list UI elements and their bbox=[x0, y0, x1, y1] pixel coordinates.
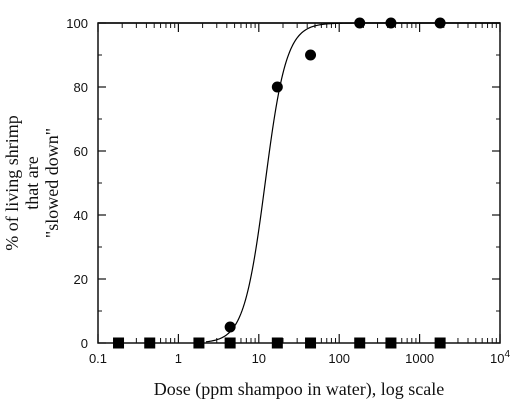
y-axis-title-line-2: that are bbox=[22, 156, 42, 209]
data-markers bbox=[113, 17, 446, 349]
circle-data-point bbox=[271, 81, 283, 93]
circle-data-point bbox=[385, 17, 397, 29]
x-tick-label: 100 bbox=[328, 351, 350, 366]
y-ticks bbox=[98, 22, 500, 344]
y-tick-label: 40 bbox=[74, 208, 88, 223]
x-major-ticks bbox=[97, 23, 501, 343]
square-data-point bbox=[144, 337, 156, 349]
y-tick-labels: 0 20 40 60 80 100 bbox=[66, 16, 88, 351]
x-tick-label-exponent: 4 bbox=[504, 349, 510, 360]
y-axis-title-line-1: % of living shrimp bbox=[2, 115, 22, 251]
circle-data-point bbox=[224, 321, 236, 333]
x-tick-label: 10 bbox=[252, 351, 266, 366]
y-tick-label: 20 bbox=[74, 272, 88, 287]
circle-data-point bbox=[305, 49, 317, 61]
x-tick-label: 0.1 bbox=[89, 351, 107, 366]
square-data-point bbox=[434, 337, 446, 349]
square-data-point bbox=[224, 337, 236, 349]
square-data-point bbox=[271, 337, 283, 349]
square-data-point bbox=[113, 337, 125, 349]
x-minor-ticks bbox=[121, 23, 497, 343]
circle-data-point bbox=[434, 17, 446, 29]
x-tick-labels: 0.1 1 10 100 1000 104 bbox=[89, 349, 510, 366]
plot-area bbox=[97, 22, 501, 344]
x-axis-title: Dose (ppm shampoo in water), log scale bbox=[154, 379, 444, 400]
y-axis-title-line-3: "slowed down" bbox=[42, 128, 62, 238]
square-data-point bbox=[193, 337, 205, 349]
circle-data-point bbox=[354, 17, 366, 29]
y-axis-title: % of living shrimp that are "slowed down… bbox=[2, 115, 62, 251]
x-tick-label: 1000 bbox=[405, 351, 434, 366]
square-data-point bbox=[385, 337, 397, 349]
y-tick-label: 80 bbox=[74, 80, 88, 95]
plot-frame bbox=[97, 22, 501, 344]
fit-curve bbox=[205, 22, 500, 343]
y-tick-label: 100 bbox=[66, 16, 88, 31]
x-tick-label: 1 bbox=[175, 351, 182, 366]
square-data-point bbox=[305, 337, 317, 349]
y-tick-label: 60 bbox=[74, 144, 88, 159]
x-tick-label: 104 bbox=[490, 349, 510, 366]
y-tick-label: 0 bbox=[81, 336, 88, 351]
square-data-point bbox=[354, 337, 366, 349]
